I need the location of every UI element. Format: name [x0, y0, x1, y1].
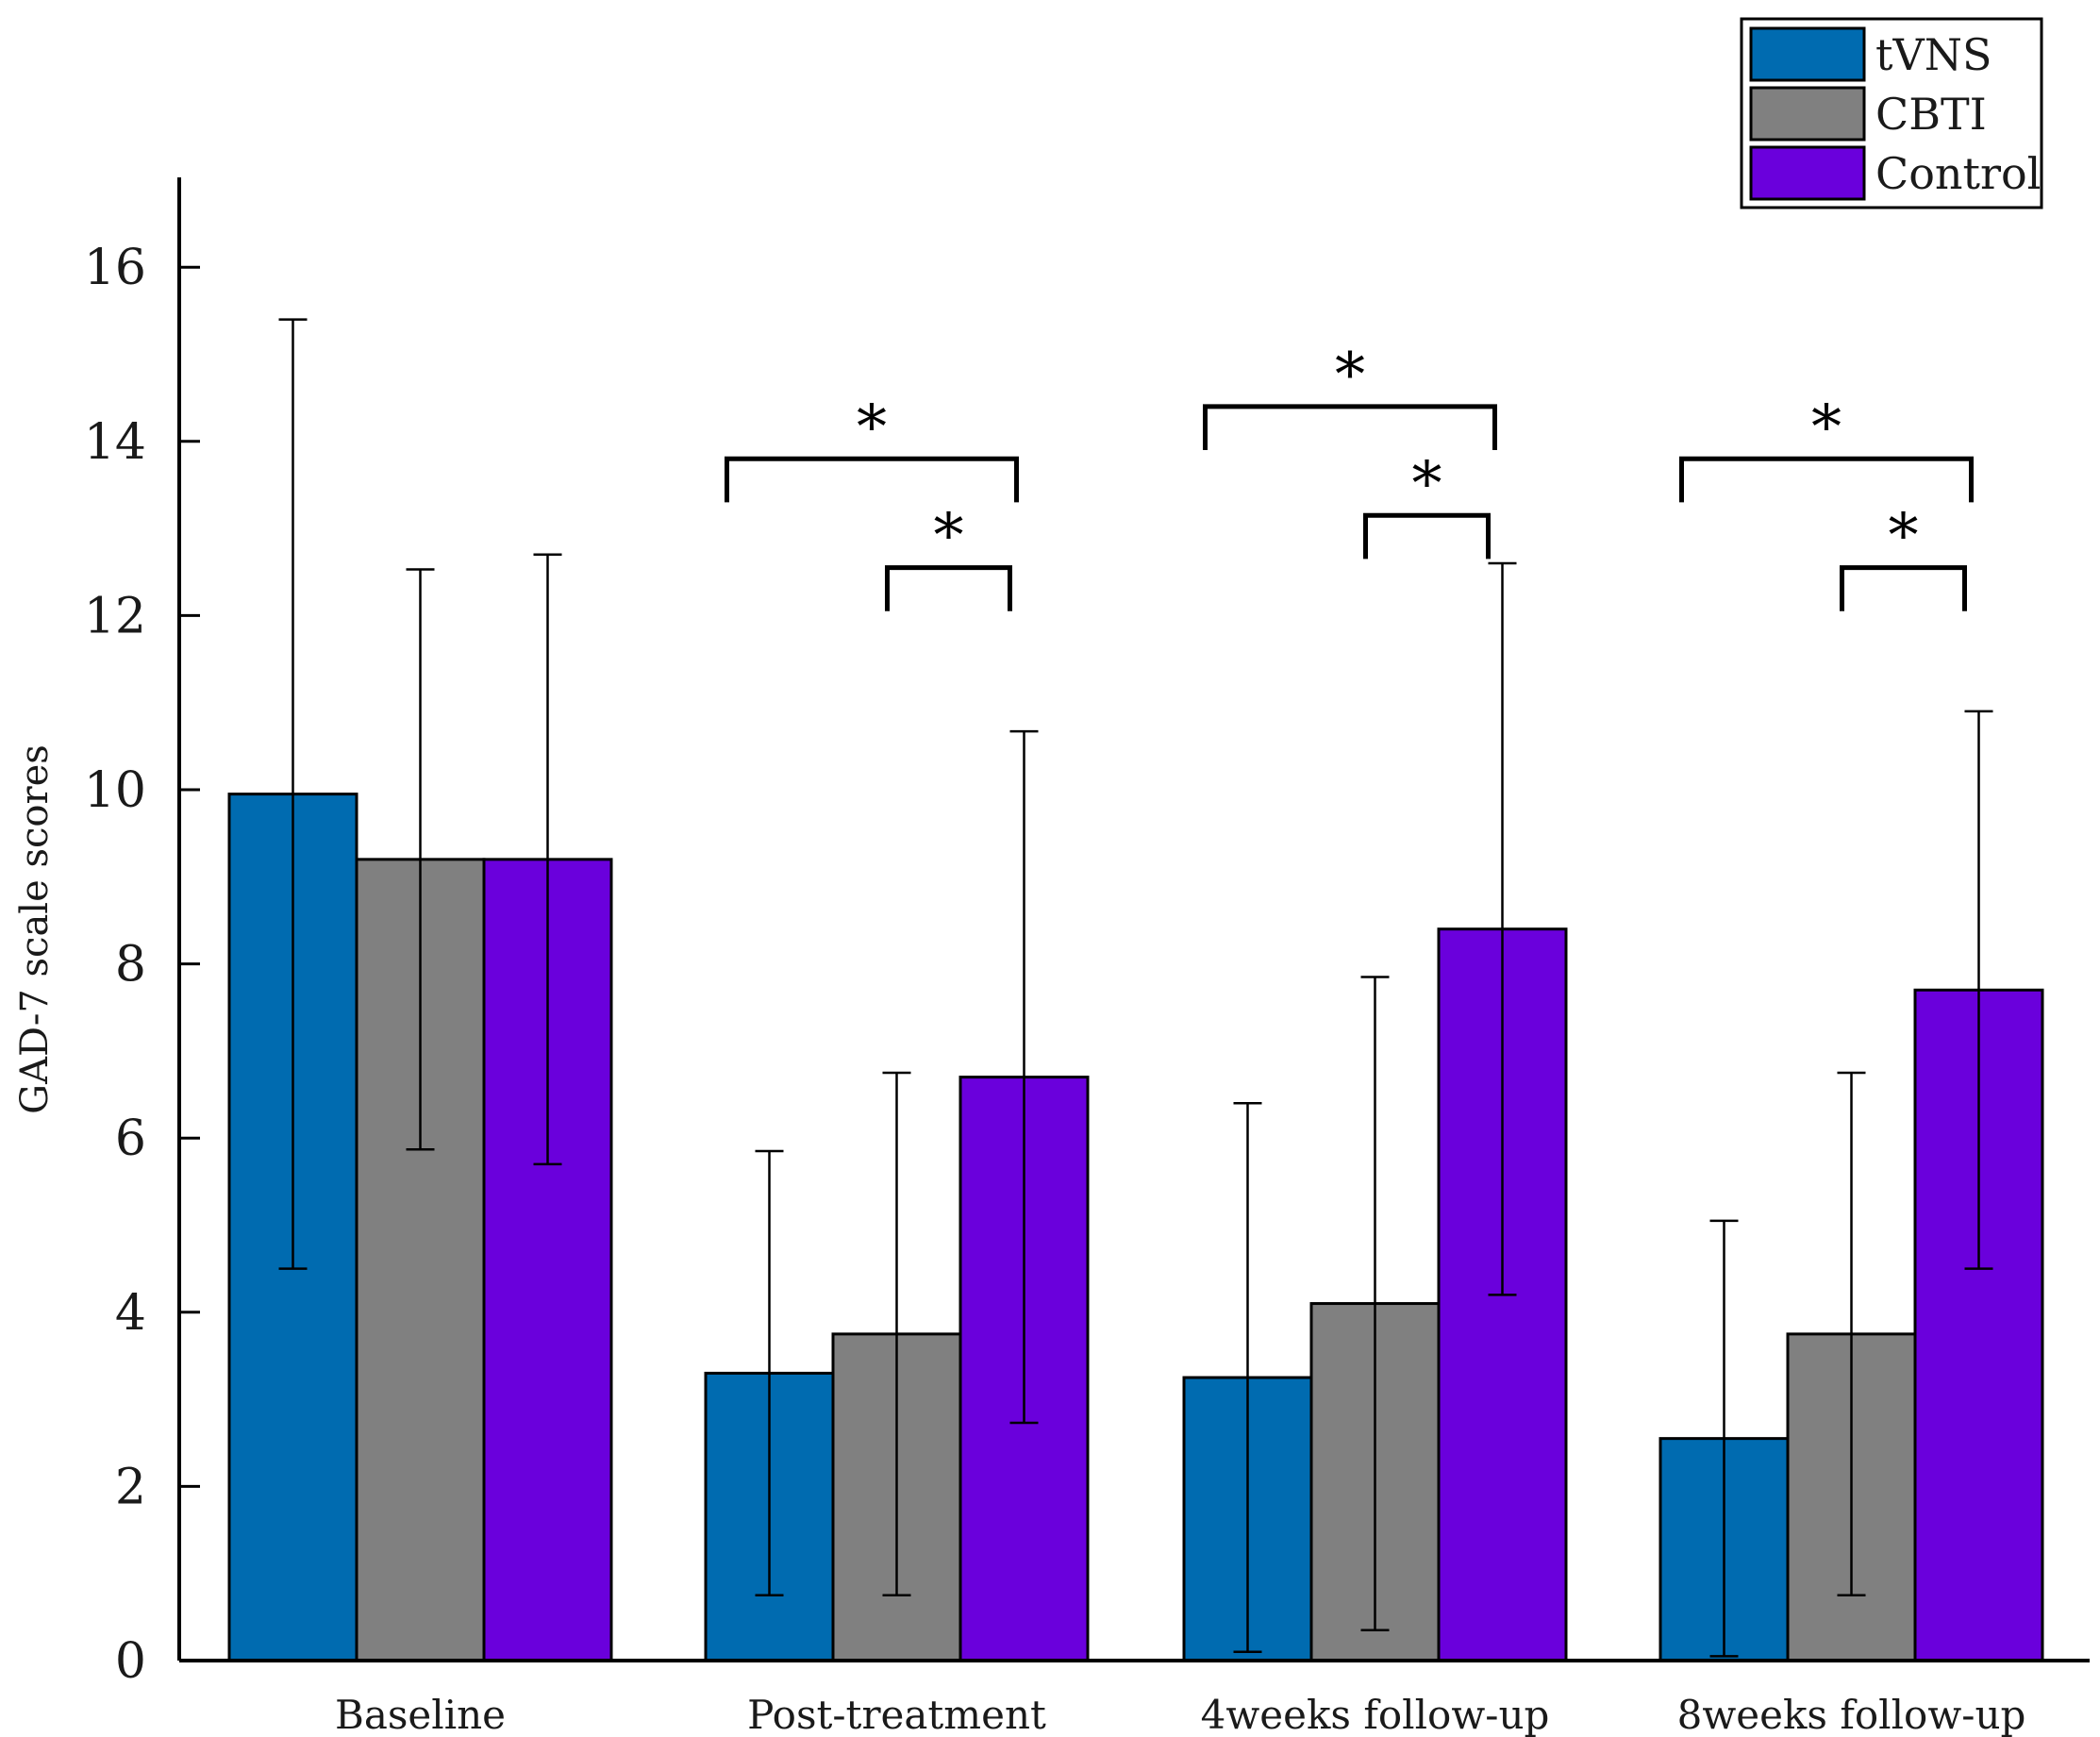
- legend-item-control: Control: [1749, 145, 2041, 201]
- x-tick-label-post-treatment: Post-treatment: [747, 1692, 1046, 1737]
- error-bar-control-4weeks-follow-up: [1488, 561, 1517, 1296]
- y-tick-label-14: 14: [84, 414, 146, 471]
- significance-brackets: * * * * * *: [725, 341, 1974, 611]
- y-tick-label-10: 10: [84, 762, 146, 819]
- error-bars: [278, 318, 1993, 1658]
- sig-star: *: [1889, 502, 1919, 572]
- x-tick-label-baseline: Baseline: [335, 1692, 506, 1737]
- sig-star: *: [1412, 449, 1442, 519]
- y-tick-label-16: 16: [84, 240, 146, 296]
- error-bar-tvns-baseline: [278, 318, 308, 1270]
- sig-bracket-4weeks-follow-up-cbti-control: *: [1363, 449, 1491, 560]
- bars: [227, 793, 2044, 1662]
- sig-star: *: [857, 392, 887, 462]
- legend-label-tvns: tVNS: [1875, 29, 1992, 80]
- sig-bracket-post-treatment-tvns-control: *: [725, 392, 1019, 503]
- legend: tVNS CBTI Control: [1740, 17, 2043, 209]
- sig-bracket-4weeks-follow-up-tvns-control: *: [1203, 341, 1497, 451]
- legend-item-tvns: tVNS: [1749, 26, 1992, 82]
- y-tick-label-2: 2: [115, 1459, 146, 1515]
- y-tick-label-6: 6: [115, 1111, 146, 1167]
- sig-star: *: [1335, 341, 1365, 410]
- legend-item-cbti: CBTI: [1749, 86, 1987, 142]
- sig-star: *: [1811, 392, 1842, 462]
- axes: Baseline Post-treatment 4weeks follow-up 8w…: [84, 177, 2090, 1737]
- y-tick-label-12: 12: [84, 588, 146, 644]
- sig-bracket-8weeks-follow-up-cbti-control: *: [1840, 502, 1967, 611]
- legend-swatch-cbti: [1749, 86, 1866, 142]
- sig-bracket-8weeks-follow-up-tvns-control: *: [1679, 392, 1974, 503]
- error-bar-cbti-post-treatment: [882, 1071, 911, 1597]
- error-bar-tvns-post-treatment: [755, 1149, 784, 1597]
- y-tick-label-4: 4: [115, 1285, 146, 1342]
- x-tick-label-4weeks-follow-up: 4weeks follow-up: [1201, 1692, 1550, 1737]
- y-tick-label-8: 8: [115, 937, 146, 994]
- error-bar-cbti-8weeks-follow-up: [1837, 1071, 1866, 1597]
- legend-label-control: Control: [1875, 148, 2041, 199]
- error-bar-control-post-treatment: [1009, 729, 1039, 1425]
- error-bar-cbti-baseline: [406, 568, 435, 1151]
- sig-bracket-post-treatment-cbti-control: *: [885, 502, 1012, 611]
- error-bar-tvns-4weeks-follow-up: [1233, 1102, 1262, 1654]
- sig-star: *: [934, 502, 964, 572]
- y-tick-label-0: 0: [115, 1633, 146, 1690]
- legend-label-cbti: CBTI: [1875, 89, 1987, 140]
- error-bar-tvns-8weeks-follow-up: [1709, 1219, 1739, 1658]
- y-axis-title: GAD-7 scale scores: [13, 744, 57, 1114]
- legend-swatch-control: [1749, 145, 1866, 201]
- error-bar-control-baseline: [533, 553, 562, 1166]
- error-bar-cbti-4weeks-follow-up: [1360, 976, 1390, 1631]
- x-tick-label-8weeks-follow-up: 8weeks follow-up: [1677, 1692, 2026, 1737]
- legend-swatch-tvns: [1749, 26, 1866, 82]
- error-bar-control-8weeks-follow-up: [1964, 710, 1993, 1270]
